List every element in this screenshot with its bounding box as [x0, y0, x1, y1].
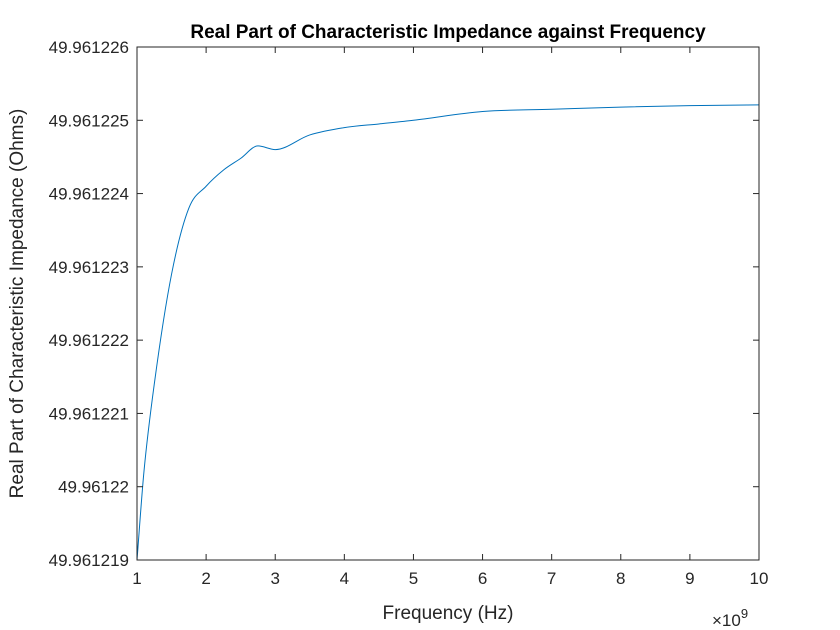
- plot-area: [137, 47, 759, 560]
- y-tick-label: 49.961225: [49, 111, 129, 130]
- y-tick-label: 49.961224: [49, 185, 129, 204]
- y-tick-label: 49.961219: [49, 551, 129, 570]
- x-tick-label: 9: [685, 569, 694, 588]
- series-line: [136, 104, 760, 561]
- x-tick-label: 5: [409, 569, 418, 588]
- x-tick-label: 4: [340, 569, 349, 588]
- x-tick-label: 2: [201, 569, 210, 588]
- y-axis-label: Real Part of Characteristic Impedance (O…: [7, 109, 28, 499]
- x-exponent-power: 9: [741, 606, 748, 621]
- axes-box: [136, 46, 760, 561]
- x-tick-label: 3: [270, 569, 279, 588]
- data-layer: [136, 104, 760, 561]
- x-tick-label: 7: [547, 569, 556, 588]
- y-tick-label: 49.96122: [58, 478, 129, 497]
- tick-layer: 1 2 3 4 5 6 7 8 9 10 49.961219 49.96122 49.961221 49.…: [49, 38, 769, 588]
- y-tick-label: 49.961221: [49, 404, 129, 423]
- chart-title: Real Part of Characteristic Impedance ag…: [190, 22, 706, 43]
- y-tick-label: 49.961226: [49, 38, 129, 57]
- y-tick-label: 49.961223: [49, 258, 129, 277]
- x-tick-label: 6: [478, 569, 487, 588]
- x-tick-label: 10: [750, 569, 769, 588]
- x-tick-label: 1: [132, 569, 141, 588]
- x-exponent-base: ×10: [712, 611, 741, 630]
- x-axis-label: Frequency (Hz): [383, 603, 514, 624]
- x-tick-label: 8: [616, 569, 625, 588]
- x-exponent-label: ×109: [712, 606, 748, 630]
- y-tick-label: 49.961222: [49, 331, 129, 350]
